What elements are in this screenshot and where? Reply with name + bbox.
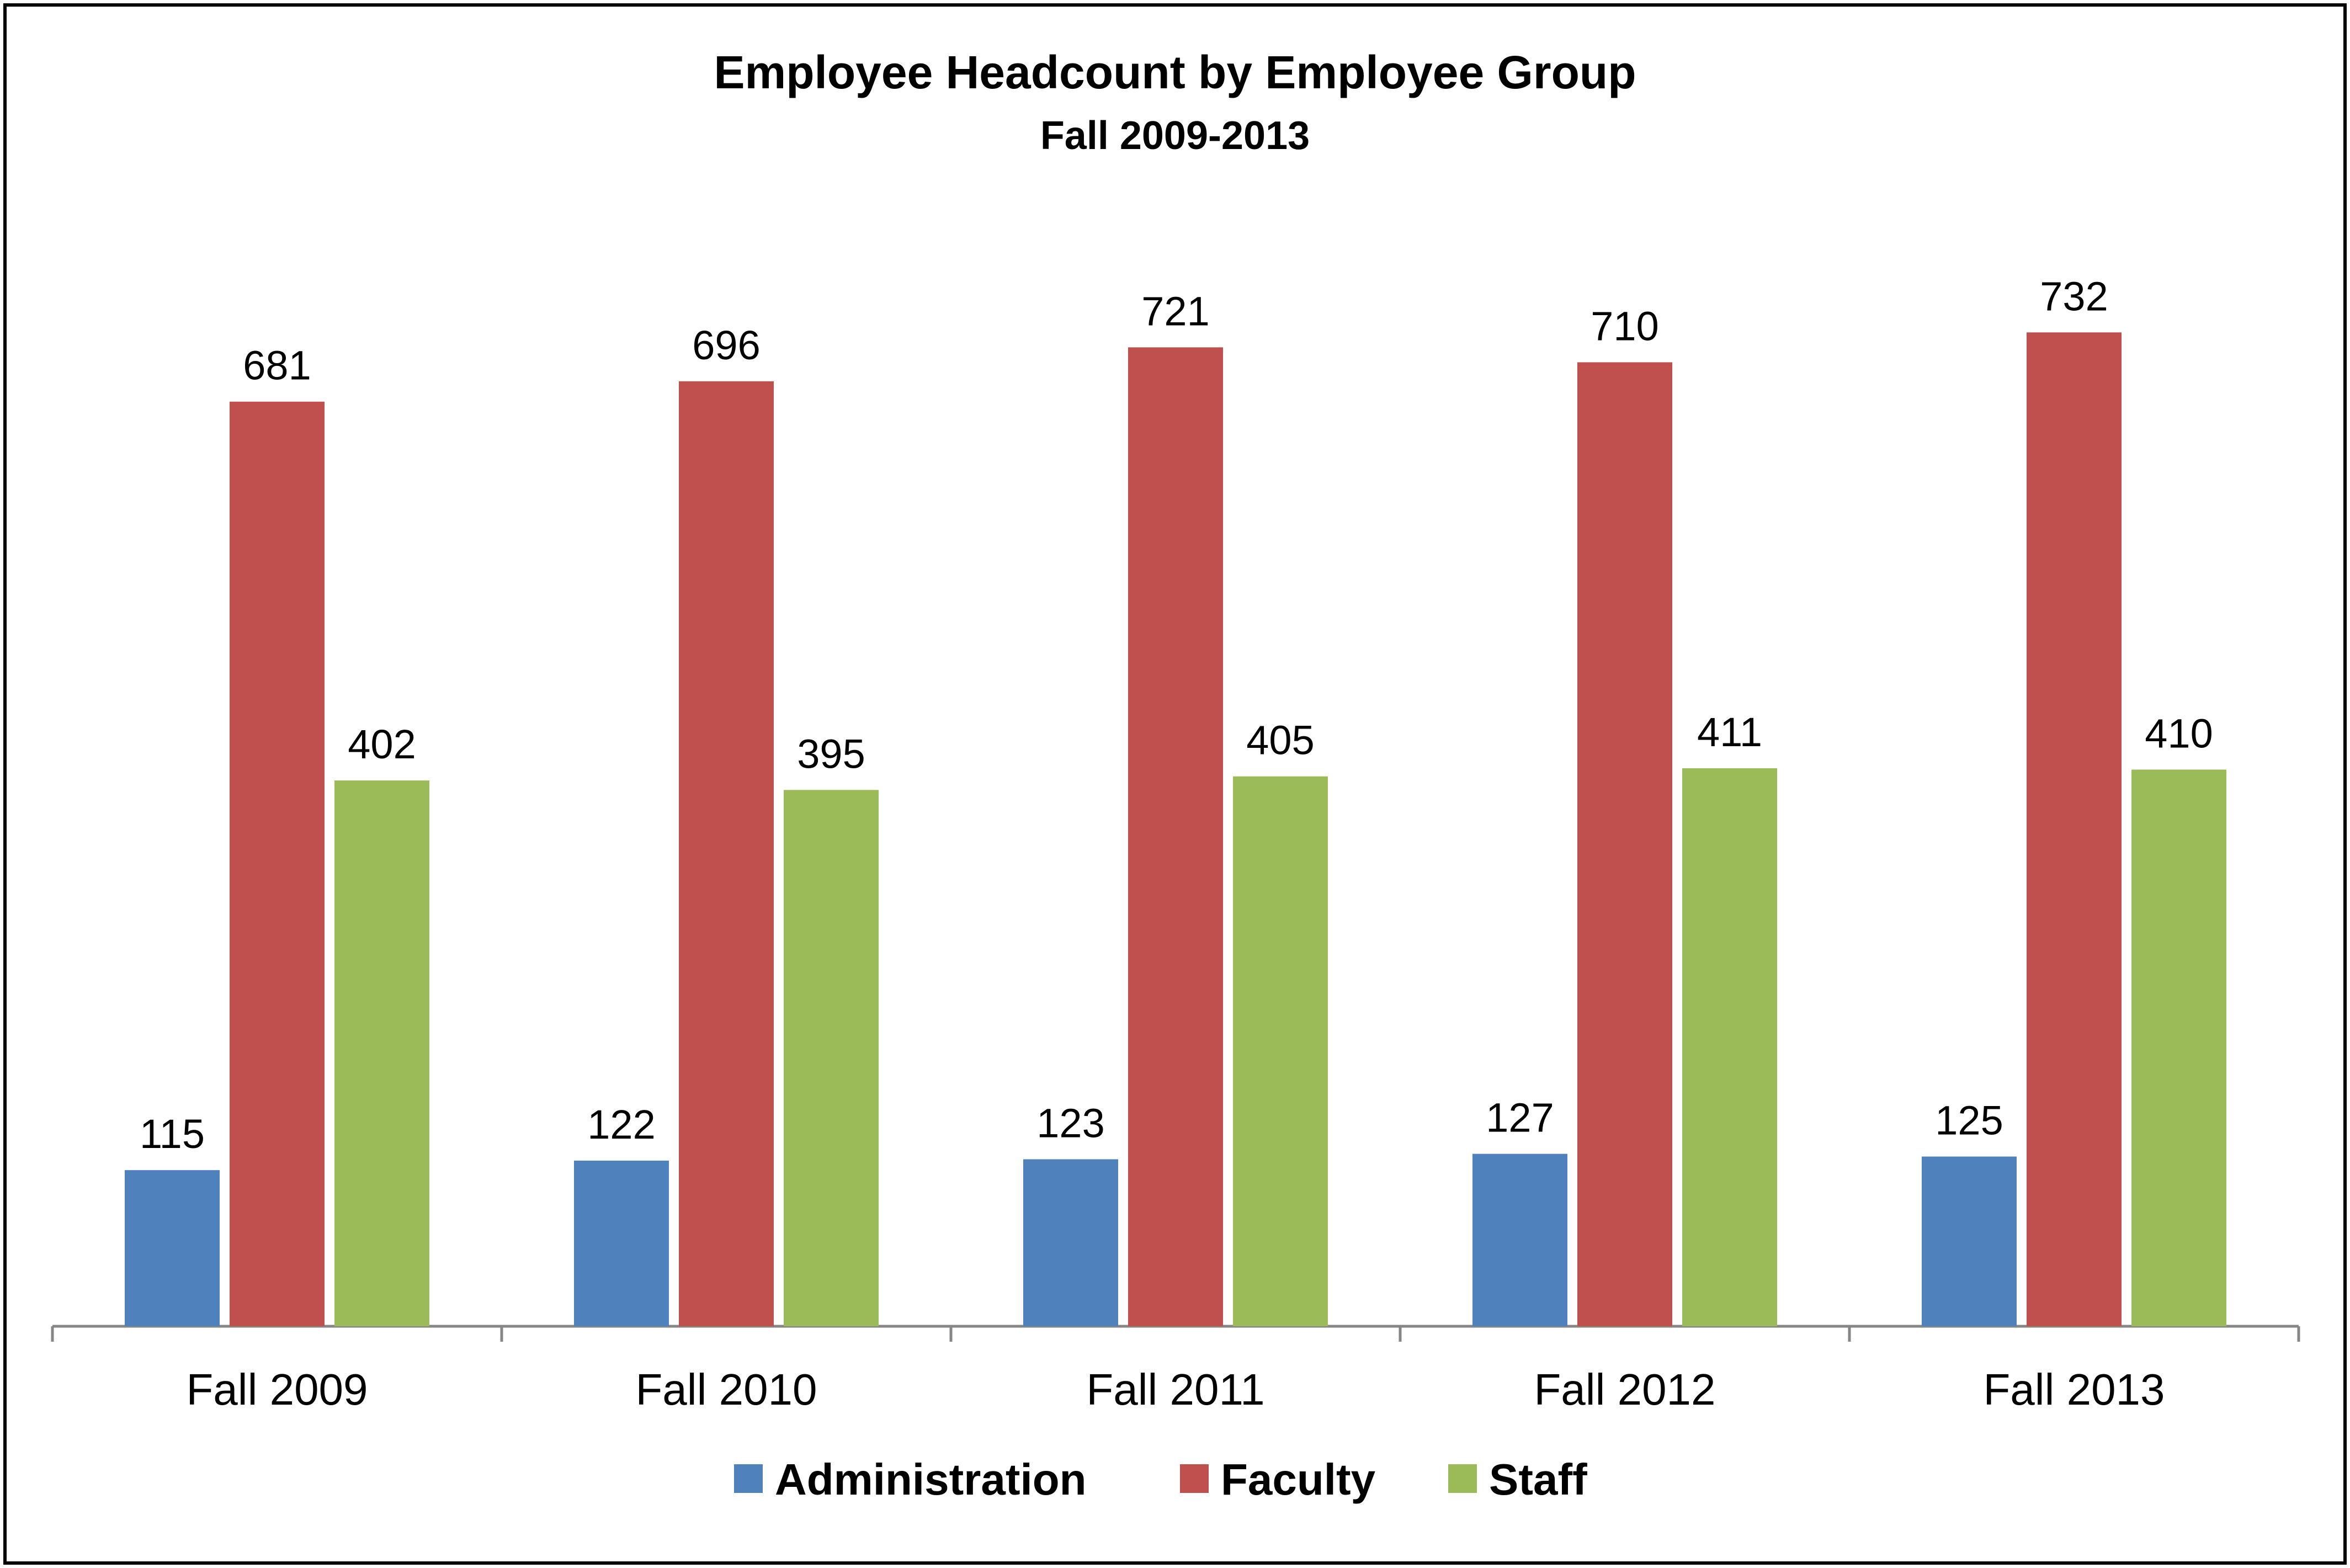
legend-swatch-faculty: [1180, 1464, 1209, 1493]
bar-administration-fall-2010: [574, 1160, 669, 1326]
x-tick-label-fall-2009: Fall 2009: [186, 1365, 368, 1414]
x-tick-label-fall-2010: Fall 2010: [635, 1365, 817, 1414]
x-tick-label-fall-2012: Fall 2012: [1534, 1365, 1715, 1414]
chart-subtitle: Fall 2009-2013: [1040, 114, 1310, 158]
bar-faculty-fall-2009: [230, 401, 325, 1326]
data-label-faculty-fall-2009: 681: [243, 343, 311, 389]
data-label-staff-fall-2013: 410: [2145, 710, 2213, 756]
bar-administration-fall-2011: [1023, 1159, 1118, 1326]
data-label-administration-fall-2012: 127: [1486, 1095, 1554, 1141]
plot-area: 115 681 402 Fall 2009 122 696 395 Fall 2010 123 7…: [51, 273, 2300, 1414]
data-label-administration-fall-2011: 123: [1036, 1100, 1104, 1146]
bar-staff-fall-2012: [1682, 768, 1777, 1326]
bar-staff-fall-2011: [1233, 776, 1328, 1326]
data-label-faculty-fall-2012: 710: [1591, 303, 1658, 349]
legend-label-staff: Staff: [1489, 1455, 1587, 1504]
bar-staff-fall-2010: [784, 790, 879, 1326]
legend-swatch-staff: [1448, 1464, 1477, 1493]
bar-faculty-fall-2013: [2027, 332, 2122, 1326]
data-label-administration-fall-2009: 115: [140, 1111, 205, 1157]
data-label-faculty-fall-2013: 732: [2040, 273, 2108, 319]
data-label-administration-fall-2010: 122: [587, 1102, 655, 1147]
data-label-staff-fall-2011: 405: [1246, 717, 1314, 763]
data-label-faculty-fall-2010: 696: [692, 322, 760, 368]
data-label-faculty-fall-2011: 721: [1141, 288, 1209, 334]
x-tick-label-fall-2013: Fall 2013: [1983, 1365, 2165, 1414]
bar-staff-fall-2013: [2131, 769, 2226, 1326]
x-tick-label-fall-2011: Fall 2011: [1086, 1365, 1264, 1414]
data-label-staff-fall-2009: 402: [348, 721, 416, 767]
bar-administration-fall-2009: [125, 1170, 220, 1326]
data-label-staff-fall-2010: 395: [797, 731, 865, 777]
bar-faculty-fall-2012: [1577, 362, 1672, 1326]
data-label-staff-fall-2012: 411: [1697, 709, 1762, 755]
bar-administration-fall-2013: [1922, 1156, 2017, 1326]
bar-faculty-fall-2011: [1128, 347, 1223, 1326]
chart-title: Employee Headcount by Employee Group: [714, 46, 1636, 98]
bar-staff-fall-2009: [334, 780, 429, 1326]
legend-label-administration: Administration: [775, 1455, 1086, 1504]
bar-administration-fall-2012: [1472, 1154, 1567, 1326]
data-label-administration-fall-2013: 125: [1935, 1098, 2003, 1144]
bar-faculty-fall-2010: [679, 381, 774, 1326]
legend-swatch-administration: [734, 1464, 763, 1493]
legend: Administration Faculty Staff: [734, 1455, 1587, 1504]
legend-label-faculty: Faculty: [1221, 1455, 1376, 1504]
